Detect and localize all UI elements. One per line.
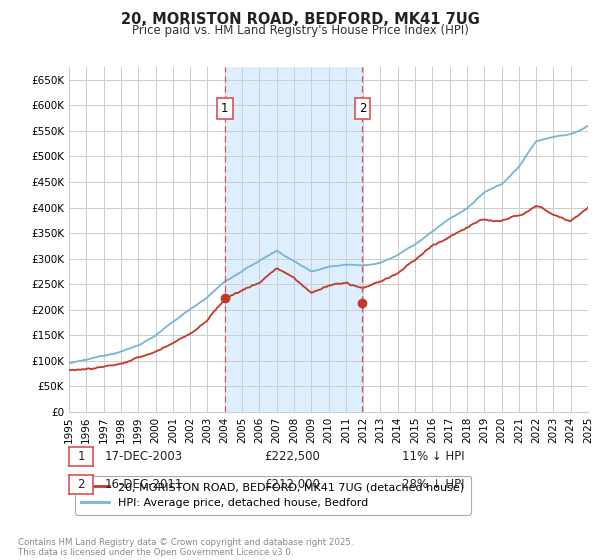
Text: 11% ↓ HPI: 11% ↓ HPI: [402, 450, 464, 463]
Text: £222,500: £222,500: [264, 450, 320, 463]
Text: 28% ↓ HPI: 28% ↓ HPI: [402, 478, 464, 491]
Text: 17-DEC-2003: 17-DEC-2003: [105, 450, 183, 463]
Text: Price paid vs. HM Land Registry's House Price Index (HPI): Price paid vs. HM Land Registry's House …: [131, 24, 469, 36]
Text: Contains HM Land Registry data © Crown copyright and database right 2025.
This d: Contains HM Land Registry data © Crown c…: [18, 538, 353, 557]
Text: £212,000: £212,000: [264, 478, 320, 491]
Text: 20, MORISTON ROAD, BEDFORD, MK41 7UG: 20, MORISTON ROAD, BEDFORD, MK41 7UG: [121, 12, 479, 27]
Legend: 20, MORISTON ROAD, BEDFORD, MK41 7UG (detached house), HPI: Average price, detac: 20, MORISTON ROAD, BEDFORD, MK41 7UG (de…: [74, 475, 470, 515]
Text: 1: 1: [221, 102, 229, 115]
Text: 1: 1: [77, 450, 85, 464]
Text: 16-DEC-2011: 16-DEC-2011: [105, 478, 184, 491]
Text: 2: 2: [77, 478, 85, 492]
Text: 2: 2: [359, 102, 366, 115]
Bar: [225, 67, 362, 412]
